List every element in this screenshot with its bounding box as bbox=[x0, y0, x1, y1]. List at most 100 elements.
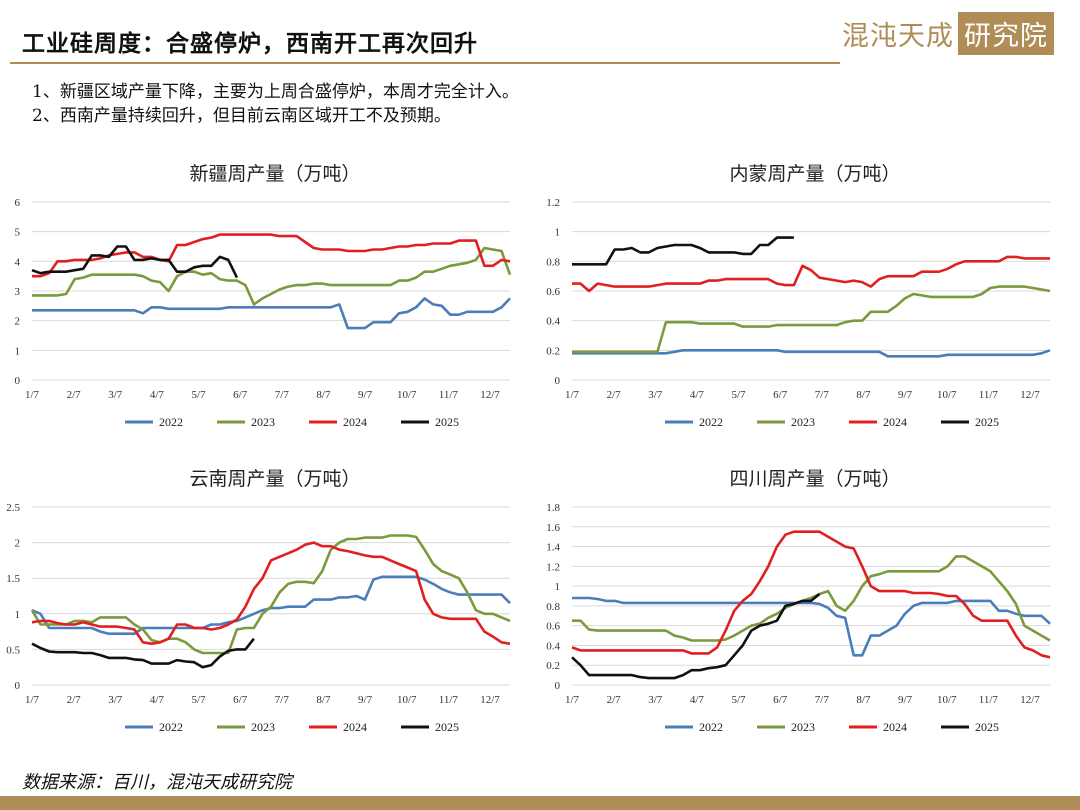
chart-sichuan: 四川周产量（万吨） 0 0.2 0.4 0.6 0.8 1 1.2 1.4 1.6 1.8 1/7 2/… bbox=[540, 455, 1070, 750]
x-tick-label: 12/7 bbox=[1020, 389, 1040, 401]
x-tick-label: 7/7 bbox=[275, 389, 290, 401]
y-tick-label: 0 bbox=[555, 680, 561, 692]
x-tick-label: 6/7 bbox=[233, 389, 248, 401]
series-line-2025 bbox=[572, 236, 794, 266]
x-tick-label: 3/7 bbox=[648, 694, 663, 706]
series-line-2023 bbox=[30, 534, 511, 655]
y-tick-label: 2 bbox=[15, 538, 21, 550]
chart-title: 新疆周产量（万吨） bbox=[189, 163, 360, 185]
legend-label: 2023 bbox=[251, 720, 275, 734]
x-tick-label: 4/7 bbox=[690, 694, 705, 706]
legend-label: 2025 bbox=[435, 415, 459, 429]
y-tick-label: 6 bbox=[15, 197, 21, 209]
y-tick-label: 0 bbox=[15, 375, 21, 387]
y-tick-label: 3 bbox=[15, 286, 21, 298]
legend-label: 2024 bbox=[883, 720, 907, 734]
y-tick-label: 1.2 bbox=[546, 197, 560, 209]
x-tick-label: 3/7 bbox=[648, 389, 663, 401]
series-line-2023 bbox=[572, 285, 1051, 354]
series-line-2022 bbox=[32, 297, 511, 330]
series-line-2025 bbox=[31, 637, 255, 669]
x-tick-label: 6/7 bbox=[233, 694, 248, 706]
y-tick-label: 0.5 bbox=[6, 644, 20, 656]
y-tick-label: 0 bbox=[555, 375, 561, 387]
y-tick-label: 1 bbox=[555, 227, 561, 239]
legend-label: 2024 bbox=[343, 415, 367, 429]
x-tick-label: 11/7 bbox=[439, 389, 459, 401]
y-tick-label: 2.5 bbox=[6, 502, 20, 514]
x-tick-label: 2/7 bbox=[607, 694, 622, 706]
note-2: 2、西南产量持续回升，但目前云南区域开工不及预期。 bbox=[32, 106, 451, 126]
x-tick-label: 8/7 bbox=[316, 694, 331, 706]
y-tick-label: 1.8 bbox=[546, 502, 560, 514]
y-tick-label: 4 bbox=[15, 256, 21, 268]
x-tick-label: 7/7 bbox=[275, 694, 290, 706]
legend-label: 2023 bbox=[791, 720, 815, 734]
legend-label: 2022 bbox=[159, 415, 183, 429]
chart-yunnan-svg: 云南周产量（万吨） 0 0.5 1 1.5 2 2.5 1/7 2/7 3/7 4/7 5/7 6/7 7… bbox=[6, 468, 511, 734]
legend-label: 2025 bbox=[975, 415, 999, 429]
x-tick-label: 10/7 bbox=[937, 694, 957, 706]
y-tick-label: 0.8 bbox=[546, 601, 560, 613]
series-line-2023 bbox=[572, 555, 1051, 642]
x-tick-label: 3/7 bbox=[108, 389, 123, 401]
x-tick-label: 9/7 bbox=[358, 389, 373, 401]
summary-notes: 1、新疆区域产量下降，主要为上周合盛停炉，本周才完全计入。 2、西南产量持续回升… bbox=[32, 80, 519, 128]
legend-label: 2025 bbox=[435, 720, 459, 734]
x-tick-label: 11/7 bbox=[439, 694, 459, 706]
x-tick-label: 12/7 bbox=[1020, 694, 1040, 706]
page-title: 工业硅周度：合盛停炉，西南开工再次回升 bbox=[22, 30, 478, 57]
y-tick-label: 1.2 bbox=[546, 561, 560, 573]
x-tick-label: 4/7 bbox=[150, 694, 165, 706]
legend-label: 2022 bbox=[699, 720, 723, 734]
x-tick-label: 12/7 bbox=[480, 389, 500, 401]
chart-neimeng: 内蒙周产量（万吨） 0 0.2 0.4 0.6 0.8 1 1.2 1/7 2/7 3/7 4/7 5/… bbox=[540, 150, 1070, 445]
series-line-2025 bbox=[571, 592, 821, 680]
logo-box: 研究院 bbox=[958, 11, 1054, 55]
series-line-2024 bbox=[572, 255, 1050, 293]
x-tick-label: 1/7 bbox=[565, 389, 580, 401]
x-tick-label: 5/7 bbox=[192, 694, 207, 706]
brand-logo: 混沌天成 研究院 bbox=[842, 8, 1068, 58]
y-tick-label: 1.6 bbox=[546, 522, 560, 534]
x-tick-label: 2/7 bbox=[67, 389, 82, 401]
legend-label: 2024 bbox=[883, 415, 907, 429]
chart-neimeng-svg: 内蒙周产量（万吨） 0 0.2 0.4 0.6 0.8 1 1.2 1/7 2/7 3/7 4/7 5/… bbox=[546, 163, 1051, 429]
x-tick-label: 3/7 bbox=[108, 694, 123, 706]
header-divider bbox=[10, 62, 840, 64]
y-tick-label: 0.8 bbox=[546, 256, 560, 268]
chart-yunnan: 云南周产量（万吨） 0 0.5 1 1.5 2 2.5 1/7 2/7 3/7 4/7 5/7 6/7 7… bbox=[0, 455, 530, 750]
x-tick-label: 1/7 bbox=[25, 694, 40, 706]
y-tick-label: 0 bbox=[15, 680, 21, 692]
x-tick-label: 5/7 bbox=[732, 694, 747, 706]
y-tick-label: 0.6 bbox=[546, 286, 560, 298]
x-tick-label: 5/7 bbox=[192, 389, 207, 401]
y-tick-label: 1.4 bbox=[546, 542, 560, 554]
x-tick-label: 4/7 bbox=[150, 389, 165, 401]
y-tick-label: 2 bbox=[15, 316, 21, 328]
x-tick-label: 12/7 bbox=[480, 694, 500, 706]
legend-label: 2024 bbox=[343, 720, 367, 734]
x-tick-label: 2/7 bbox=[67, 694, 82, 706]
x-tick-label: 8/7 bbox=[316, 389, 331, 401]
chart-title: 云南周产量（万吨） bbox=[189, 468, 360, 490]
chart-title: 四川周产量（万吨） bbox=[729, 468, 900, 490]
series-line-2025 bbox=[31, 245, 239, 279]
x-tick-label: 10/7 bbox=[937, 389, 957, 401]
y-tick-label: 0.2 bbox=[546, 660, 560, 672]
x-tick-label: 6/7 bbox=[773, 389, 788, 401]
legend-label: 2022 bbox=[699, 415, 723, 429]
x-tick-label: 9/7 bbox=[358, 694, 373, 706]
footer-bar bbox=[0, 796, 1080, 810]
data-source: 数据来源：百川，混沌天成研究院 bbox=[22, 772, 292, 793]
chart-xinjiang-svg: 新疆周产量（万吨） 0 1 2 3 4 5 6 1/7 2/7 3/7 4/7 5/7 6/7 7/7 8/7… bbox=[15, 163, 512, 429]
series-line-2024 bbox=[571, 530, 1051, 659]
x-tick-label: 1/7 bbox=[565, 694, 580, 706]
legend-label: 2023 bbox=[251, 415, 275, 429]
x-tick-label: 4/7 bbox=[690, 389, 705, 401]
note-1: 1、新疆区域产量下降，主要为上周合盛停炉，本周才完全计入。 bbox=[32, 82, 519, 102]
y-tick-label: 1 bbox=[555, 581, 561, 593]
y-tick-label: 0.4 bbox=[546, 316, 560, 328]
x-tick-label: 11/7 bbox=[979, 694, 999, 706]
x-tick-label: 10/7 bbox=[397, 389, 417, 401]
